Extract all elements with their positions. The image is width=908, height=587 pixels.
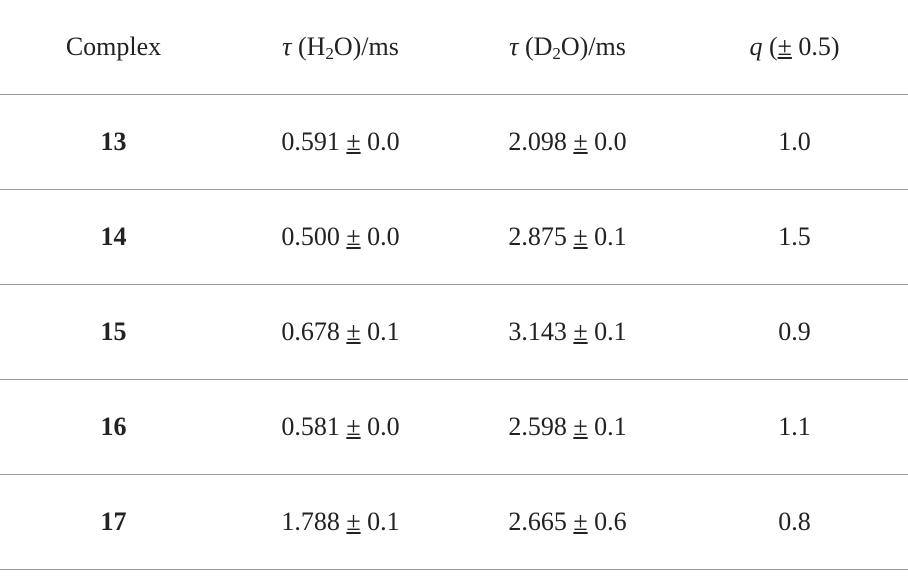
cell: 1.0 [681,94,908,190]
plus-minus: ± [346,412,361,441]
text: 2.098 [508,127,574,156]
cell: 0.591 ± 0.0 [227,94,454,190]
header-cell: τ (H2O)/ms [227,0,454,95]
plus-minus: ± [573,317,588,346]
text: 3.143 [508,317,574,346]
text: 1.788 [281,507,347,536]
cell: 2.875 ± 0.1 [454,189,681,285]
symbol: τ [282,32,292,61]
complex-id: 17 [0,474,227,570]
text: 0.5) [791,32,840,61]
cell: 2.098 ± 0.0 [454,94,681,190]
header-cell: q (± 0.5) [681,0,908,95]
subscript: 2 [552,44,561,63]
cell: 0.581 ± 0.0 [227,379,454,475]
cell: 0.500 ± 0.0 [227,189,454,285]
plus-minus: ± [573,127,588,156]
plus-minus: ± [573,412,588,441]
table-row: 17 1.788 ± 0.1 2.665 ± 0.6 0.8 [0,474,908,570]
text: 0.0 [360,222,400,251]
plus-minus: ± [346,317,361,346]
cell: 1.1 [681,379,908,475]
text: 0.678 [281,317,347,346]
cell: 0.8 [681,474,908,570]
text: 0.500 [281,222,347,251]
cell: 0.9 [681,284,908,380]
text: 0.581 [281,412,347,441]
text: (H [291,32,326,61]
plus-minus: ± [777,32,792,61]
text: 0.1 [360,317,400,346]
text: 2.875 [508,222,574,251]
text: O)/ms [560,32,626,61]
header-cell: Complex [0,0,227,95]
text: 2.598 [508,412,574,441]
text: 0.0 [360,412,400,441]
text: 0.0 [360,127,400,156]
header-cell: τ (D2O)/ms [454,0,681,95]
text: 0.1 [587,412,627,441]
complex-id: 14 [0,189,227,285]
table-header: Complex τ (H2O)/ms τ (D2O)/ms q (± 0.5) [0,0,908,95]
plus-minus: ± [346,127,361,156]
plus-minus: ± [573,507,588,536]
text: 0.1 [360,507,400,536]
table-row: 13 0.591 ± 0.0 2.098 ± 0.0 1.0 [0,94,908,190]
complex-id: 13 [0,94,227,190]
text: 0.1 [587,222,627,251]
text: 0.1 [587,317,627,346]
complex-id: 16 [0,379,227,475]
text: 0.591 [281,127,347,156]
subscript: 2 [325,44,334,63]
data-table: Complex τ (H2O)/ms τ (D2O)/ms q (± 0.5) … [0,0,908,570]
header-row: Complex τ (H2O)/ms τ (D2O)/ms q (± 0.5) [0,0,908,95]
cell: 0.678 ± 0.1 [227,284,454,380]
text: (D [518,32,553,61]
complex-id: 15 [0,284,227,380]
table-row: 15 0.678 ± 0.1 3.143 ± 0.1 0.9 [0,284,908,380]
text: O)/ms [333,32,399,61]
cell: 1.788 ± 0.1 [227,474,454,570]
symbol: τ [509,32,519,61]
cell: 2.665 ± 0.6 [454,474,681,570]
text: 2.665 [508,507,574,536]
plus-minus: ± [346,222,361,251]
table-row: 14 0.500 ± 0.0 2.875 ± 0.1 1.5 [0,189,908,285]
cell: 2.598 ± 0.1 [454,379,681,475]
text: 0.0 [587,127,627,156]
cell: 1.5 [681,189,908,285]
plus-minus: ± [346,507,361,536]
plus-minus: ± [573,222,588,251]
table-row: 16 0.581 ± 0.0 2.598 ± 0.1 1.1 [0,379,908,475]
text: ( [762,32,778,61]
symbol: q [749,32,763,61]
text: 0.6 [587,507,627,536]
cell: 3.143 ± 0.1 [454,284,681,380]
table-body: 13 0.591 ± 0.0 2.098 ± 0.0 1.0 14 0.500 ± 0.0… [0,94,908,570]
